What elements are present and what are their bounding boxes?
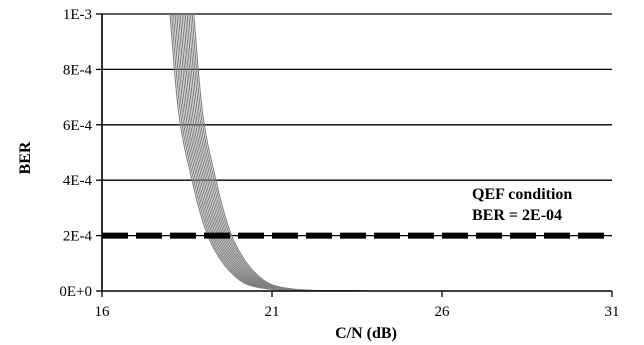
ber-curve	[191, 14, 371, 291]
x-tick-label: 16	[95, 304, 111, 320]
y-tick-label: 0E+0	[59, 284, 92, 300]
ber-curve	[172, 14, 352, 291]
ber-curve	[188, 14, 368, 291]
ber-curve	[184, 14, 364, 291]
ber-curve	[171, 14, 351, 291]
x-tick-labels: 16 21 26 31	[95, 291, 620, 320]
ber-curve	[169, 14, 349, 291]
ber-curve	[186, 14, 366, 291]
qef-annotation-line1: QEF condition	[472, 186, 572, 203]
ber-curve	[176, 14, 356, 291]
x-tick-label: 31	[605, 304, 620, 320]
ber-curve	[189, 14, 369, 291]
ber-curves	[169, 14, 373, 291]
ber-curve	[177, 14, 358, 291]
y-tick-label: 6E-4	[63, 118, 93, 134]
x-axis-title: C/N (dB)	[335, 325, 397, 342]
x-tick-label: 26	[435, 304, 451, 320]
y-tick-label: 1E-3	[63, 7, 92, 23]
y-tick-label: 4E-4	[63, 173, 93, 189]
ber-curve	[174, 14, 354, 291]
qef-annotation-line2: BER = 2E-04	[472, 207, 562, 224]
axes	[101, 14, 612, 292]
y-tick-labels: 0E+0 2E-4 4E-4 6E-4 8E-4 1E-3	[59, 7, 102, 300]
y-axis-title: BER	[17, 141, 34, 174]
y-tick-label: 8E-4	[63, 62, 93, 78]
y-tick-label: 2E-4	[63, 229, 93, 245]
x-tick-label: 21	[265, 304, 280, 320]
ber-curve	[181, 14, 361, 291]
ber-curve	[179, 14, 359, 291]
ber-curve	[183, 14, 363, 291]
ber-curve	[193, 14, 373, 291]
